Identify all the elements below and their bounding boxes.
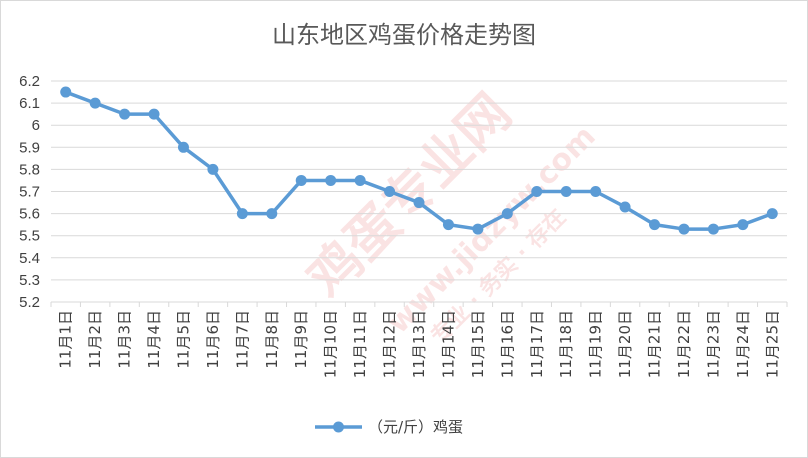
data-point <box>325 174 337 186</box>
x-tick-label: 11月8日 <box>263 310 281 369</box>
data-point <box>413 197 425 209</box>
data-point <box>354 174 366 186</box>
data-point <box>266 208 278 220</box>
series-egg <box>60 86 778 235</box>
x-tick-label: 11月25日 <box>763 310 781 378</box>
data-point <box>384 186 396 197</box>
data-point <box>531 186 543 197</box>
x-tick-label: 11月18日 <box>557 310 575 378</box>
x-tick-label: 11月17日 <box>528 310 546 378</box>
data-point <box>207 163 219 175</box>
x-tick-label: 11月9日 <box>292 310 310 369</box>
chart-title: 山东地区鸡蛋价格走势图 <box>272 21 536 49</box>
y-tick-label: 5.6 <box>19 206 40 223</box>
y-tick-label: 5.4 <box>19 250 40 267</box>
data-point <box>472 223 484 235</box>
legend: （元/斤）鸡蛋 <box>315 418 463 436</box>
y-tick-label: 5.3 <box>19 272 40 289</box>
x-tick-label: 11月21日 <box>646 310 664 378</box>
y-tick-label: 5.2 <box>19 294 40 311</box>
data-point <box>678 223 690 235</box>
x-tick-label: 11月12日 <box>381 310 399 378</box>
y-tick-label: 6 <box>32 117 40 134</box>
y-tick-label: 5.5 <box>19 228 40 245</box>
x-tick-label: 11月6日 <box>204 310 222 369</box>
data-point <box>295 174 307 186</box>
x-tick-label: 11月1日 <box>57 310 75 369</box>
data-point <box>501 208 513 220</box>
data-point <box>737 219 749 231</box>
x-tick-label: 11月16日 <box>498 310 516 378</box>
legend-label: （元/斤）鸡蛋 <box>368 418 463 436</box>
data-point <box>119 108 131 120</box>
x-tick-label: 11月15日 <box>469 310 487 378</box>
data-point <box>560 186 572 197</box>
data-point <box>766 208 778 220</box>
x-tick-label: 11月22日 <box>675 310 693 378</box>
data-point <box>236 208 248 220</box>
y-tick-label: 5.8 <box>19 161 40 178</box>
y-tick-label: 6.1 <box>19 95 40 112</box>
x-tick-label: 11月4日 <box>145 310 163 369</box>
x-tick-label: 11月3日 <box>116 310 134 369</box>
y-axis-ticks: 6.2 6.1 6 5.9 5.8 5.7 5.6 5.5 5.4 5.3 5.2 <box>19 73 40 311</box>
data-point <box>89 97 101 109</box>
legend-dot-marker <box>333 421 344 433</box>
y-tick-label: 5.9 <box>19 139 40 156</box>
x-tick-label: 11月11日 <box>351 310 369 378</box>
x-tick-label: 11月10日 <box>322 310 340 378</box>
y-tick-label: 5.7 <box>19 184 40 201</box>
watermark: 鸡蛋专业网 www.jidzyw.com 专业 · 务实 · 存在 <box>297 83 603 349</box>
x-tick-label: 11月20日 <box>616 310 634 378</box>
x-tick-label: 11月7日 <box>233 310 251 369</box>
x-tick-label: 11月2日 <box>86 310 104 369</box>
data-point <box>649 219 661 231</box>
data-point <box>60 86 72 98</box>
y-gridlines <box>51 80 787 303</box>
data-point <box>177 141 189 153</box>
x-axis-ticks: 11月1日 11月2日 11月3日 11月4日 11月5日 11月6日 11月7日 11月8日… <box>50 302 788 378</box>
x-tick-label: 11月14日 <box>439 310 457 378</box>
x-tick-label: 11月13日 <box>410 310 428 378</box>
data-point <box>590 186 602 197</box>
data-point <box>707 223 719 235</box>
x-tick-label: 11月24日 <box>734 310 752 378</box>
x-tick-label: 11月19日 <box>587 310 605 378</box>
y-tick-label: 6.2 <box>19 73 40 90</box>
data-point <box>148 108 160 120</box>
data-point <box>442 219 454 231</box>
x-tick-label: 11月23日 <box>704 310 722 378</box>
x-tick-label: 11月5日 <box>174 310 192 369</box>
data-point <box>619 201 631 213</box>
